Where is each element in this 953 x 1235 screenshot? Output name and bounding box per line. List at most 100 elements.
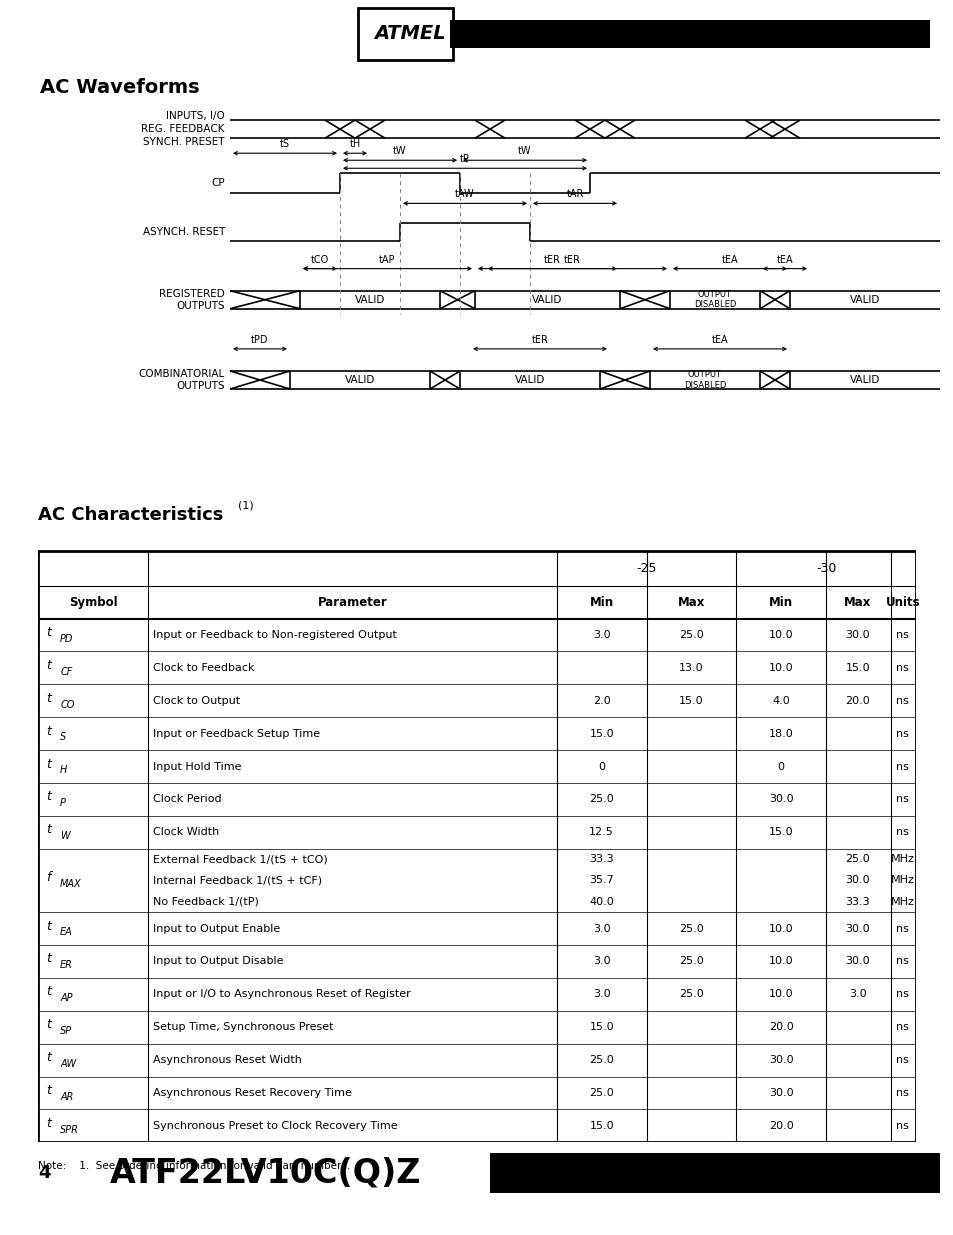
Text: ns: ns	[896, 1088, 908, 1098]
Text: PD: PD	[60, 634, 73, 643]
Text: ns: ns	[896, 924, 908, 934]
Text: 15.0: 15.0	[768, 827, 793, 837]
Text: ATF22LV10C(Q)Z: ATF22LV10C(Q)Z	[110, 1156, 421, 1189]
Text: AR: AR	[60, 1092, 73, 1102]
Text: 0: 0	[777, 762, 784, 772]
Text: tP: tP	[459, 154, 470, 164]
Text: Max: Max	[843, 595, 871, 609]
Text: 0: 0	[598, 762, 604, 772]
Text: Input or Feedback to Non-registered Output: Input or Feedback to Non-registered Outp…	[152, 630, 396, 640]
Text: tER: tER	[531, 335, 548, 345]
Text: 25.0: 25.0	[679, 630, 703, 640]
Text: t: t	[46, 1116, 51, 1130]
Text: t: t	[46, 757, 51, 771]
Text: ns: ns	[896, 956, 908, 967]
Text: Max: Max	[677, 595, 704, 609]
Text: Clock Period: Clock Period	[152, 794, 221, 804]
Text: Min: Min	[589, 595, 613, 609]
Text: Clock Width: Clock Width	[152, 827, 219, 837]
Text: tH: tH	[349, 140, 360, 149]
Text: Asynchronous Reset Width: Asynchronous Reset Width	[152, 1055, 301, 1065]
Text: Parameter: Parameter	[317, 595, 387, 609]
Text: 12.5: 12.5	[589, 827, 614, 837]
Text: 30.0: 30.0	[844, 924, 869, 934]
Text: 25.0: 25.0	[589, 1055, 614, 1065]
Bar	[450, 20, 929, 48]
Text: ns: ns	[896, 1023, 908, 1032]
Text: tEA: tEA	[711, 335, 727, 345]
Text: AC Characteristics: AC Characteristics	[38, 506, 223, 525]
Text: tAP: tAP	[379, 254, 395, 264]
Text: SPR: SPR	[60, 1125, 79, 1135]
Text: 25.0: 25.0	[679, 924, 703, 934]
Text: ATMEL: ATMEL	[374, 25, 445, 43]
Text: -30: -30	[815, 562, 836, 574]
Text: 30.0: 30.0	[768, 794, 793, 804]
Text: tPD: tPD	[251, 335, 269, 345]
Text: OUTPUT
DISABLED: OUTPUT DISABLED	[693, 290, 736, 310]
Text: t: t	[46, 1018, 51, 1031]
Text: 13.0: 13.0	[679, 663, 703, 673]
Text: 25.0: 25.0	[589, 794, 614, 804]
Text: t: t	[46, 1051, 51, 1065]
Text: ns: ns	[896, 794, 908, 804]
Text: CP: CP	[212, 178, 225, 188]
Text: VALID: VALID	[849, 375, 880, 385]
Text: ns: ns	[896, 989, 908, 999]
Text: No Feedback 1/(tP): No Feedback 1/(tP)	[152, 897, 258, 906]
Text: 18.0: 18.0	[768, 729, 793, 739]
Text: External Feedback 1/(tS + tCO): External Feedback 1/(tS + tCO)	[152, 855, 327, 864]
Text: Input to Output Enable: Input to Output Enable	[152, 924, 280, 934]
Text: 10.0: 10.0	[768, 956, 793, 967]
Text: Input or Feedback Setup Time: Input or Feedback Setup Time	[152, 729, 319, 739]
Text: ns: ns	[896, 663, 908, 673]
Text: VALID: VALID	[849, 295, 880, 305]
Text: 25.0: 25.0	[844, 855, 869, 864]
Text: t: t	[46, 790, 51, 804]
Text: f: f	[46, 872, 51, 884]
Text: COMBINATORIAL: COMBINATORIAL	[138, 369, 225, 379]
Text: 25.0: 25.0	[679, 956, 703, 967]
Text: Input to Output Disable: Input to Output Disable	[152, 956, 283, 967]
Text: CO: CO	[60, 699, 74, 710]
Text: ns: ns	[896, 1055, 908, 1065]
Text: VALID: VALID	[355, 295, 385, 305]
Text: 10.0: 10.0	[768, 663, 793, 673]
Text: MHz: MHz	[890, 855, 914, 864]
Text: t: t	[46, 824, 51, 836]
Text: tEA: tEA	[720, 254, 738, 264]
Text: P: P	[60, 798, 66, 808]
Text: 4: 4	[38, 1165, 51, 1182]
Text: 15.0: 15.0	[589, 1023, 614, 1032]
Text: VALID: VALID	[532, 295, 562, 305]
Text: Units: Units	[884, 595, 920, 609]
Text: 30.0: 30.0	[768, 1088, 793, 1098]
Text: -25: -25	[636, 562, 656, 574]
Text: Input Hold Time: Input Hold Time	[152, 762, 241, 772]
Text: t: t	[46, 920, 51, 932]
Text: t: t	[46, 658, 51, 672]
Text: ns: ns	[896, 762, 908, 772]
Text: 3.0: 3.0	[592, 956, 610, 967]
Text: AC Waveforms: AC Waveforms	[40, 78, 199, 98]
Text: tEA: tEA	[776, 254, 793, 264]
Text: AW: AW	[60, 1058, 76, 1070]
Text: REG. FEEDBACK: REG. FEEDBACK	[141, 125, 225, 135]
Text: Clock to Output: Clock to Output	[152, 695, 240, 705]
Text: VALID: VALID	[515, 375, 544, 385]
Text: tS: tS	[280, 140, 290, 149]
Text: S: S	[60, 732, 67, 742]
Text: MHz: MHz	[890, 897, 914, 906]
Text: t: t	[46, 1084, 51, 1097]
Text: tW: tW	[393, 146, 406, 157]
Text: Clock to Feedback: Clock to Feedback	[152, 663, 254, 673]
Text: H: H	[60, 766, 68, 776]
Text: 3.0: 3.0	[592, 924, 610, 934]
Text: ns: ns	[896, 630, 908, 640]
Text: Input or I/O to Asynchronous Reset of Register: Input or I/O to Asynchronous Reset of Re…	[152, 989, 410, 999]
Text: MHz: MHz	[890, 876, 914, 885]
Text: ASYNCH. RESET: ASYNCH. RESET	[143, 227, 225, 237]
Text: t: t	[46, 725, 51, 737]
Text: 15.0: 15.0	[589, 1121, 614, 1131]
Text: 4.0: 4.0	[772, 695, 789, 705]
